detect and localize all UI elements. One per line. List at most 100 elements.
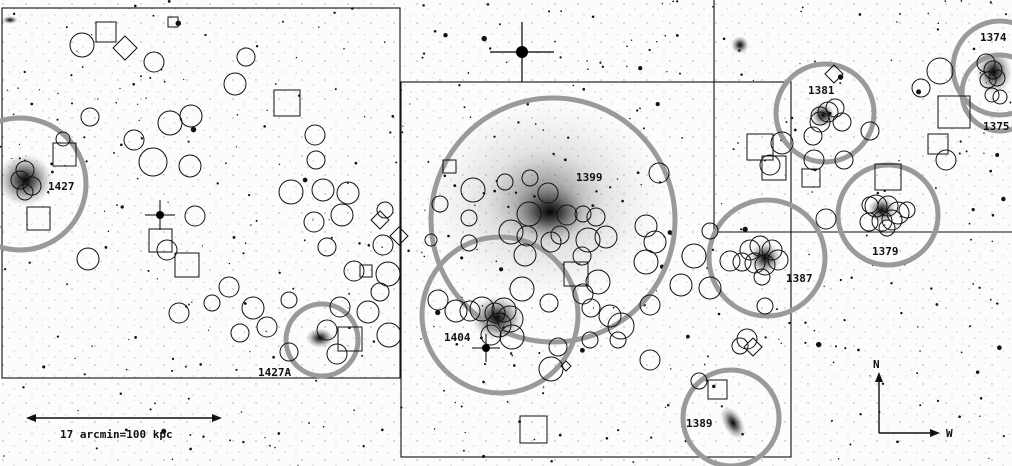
star (272, 355, 275, 359)
star (741, 432, 744, 436)
star (712, 384, 716, 389)
star (147, 269, 150, 272)
galaxy-diamond (112, 35, 138, 61)
compass-west-arrow (930, 429, 940, 437)
star (983, 38, 985, 40)
bright-star (145, 200, 175, 230)
star (740, 73, 743, 76)
star (481, 304, 484, 307)
star (834, 345, 838, 348)
group-circle-1399 (428, 95, 678, 345)
star (107, 230, 110, 233)
star (56, 335, 60, 338)
galaxy-circle (803, 126, 823, 146)
star (969, 325, 972, 328)
star (171, 458, 174, 461)
star (171, 357, 175, 361)
star (483, 362, 486, 365)
star (988, 457, 990, 460)
star (1009, 101, 1012, 104)
star (935, 303, 939, 306)
star (655, 102, 660, 107)
star (927, 12, 930, 15)
star (896, 440, 899, 444)
star (655, 290, 658, 292)
star (706, 355, 709, 358)
star (552, 152, 555, 156)
star (676, 34, 679, 37)
galaxy-circle (575, 227, 601, 253)
star (666, 403, 670, 407)
star (548, 10, 551, 13)
star (934, 187, 937, 190)
star (917, 326, 919, 328)
galaxy-diamond (370, 210, 390, 230)
galaxy-circle (690, 372, 708, 390)
star (266, 109, 268, 112)
galaxy-square (167, 16, 179, 28)
star (858, 13, 862, 16)
star (989, 169, 993, 173)
star (229, 439, 232, 442)
star (346, 182, 349, 185)
star (278, 271, 281, 274)
star (1001, 196, 1006, 202)
galaxy-circle (486, 312, 512, 338)
star (979, 72, 982, 74)
galaxy-diamonds (112, 35, 844, 372)
star (859, 412, 862, 416)
galaxy-circle (877, 195, 899, 217)
core-ngc1381 (811, 103, 835, 127)
star (292, 287, 295, 290)
star (711, 248, 715, 252)
galaxy-circle (548, 337, 568, 357)
galaxy-circle (731, 337, 749, 355)
galaxy-circle (770, 131, 794, 155)
star (900, 311, 903, 315)
star (717, 312, 721, 316)
star (183, 78, 185, 81)
star (808, 253, 810, 256)
galaxy-diamond (824, 64, 844, 84)
star (960, 0, 963, 2)
galaxy-circle (336, 181, 360, 205)
star (899, 12, 902, 15)
star (558, 433, 562, 437)
star (712, 5, 714, 8)
galaxy-corner (2, 16, 18, 24)
group-circles (0, 18, 1012, 466)
star (383, 41, 386, 43)
compass-north-label: N (873, 358, 880, 371)
star (275, 374, 278, 377)
galaxy-circle (539, 293, 559, 313)
star (664, 406, 667, 409)
label-1374: 1374 (980, 31, 1007, 44)
star (282, 20, 284, 23)
star (235, 146, 238, 148)
star (601, 65, 604, 68)
star (832, 361, 835, 364)
galaxy-circle (754, 254, 776, 276)
label-1381: 1381 (808, 84, 835, 97)
star (944, 0, 947, 2)
star (66, 283, 69, 286)
star (358, 242, 361, 245)
galaxy-circle (498, 219, 524, 245)
star (422, 4, 425, 7)
star (971, 207, 975, 212)
star (57, 92, 59, 95)
field-west (1, 7, 401, 379)
star (250, 224, 252, 226)
galaxy-circle (372, 234, 394, 256)
galaxy-circle (537, 182, 559, 204)
star (632, 461, 635, 463)
star (975, 370, 980, 374)
compass-north-arrow (875, 372, 883, 382)
star (145, 97, 147, 99)
galaxy-circle (278, 179, 304, 205)
star (738, 49, 741, 52)
star (605, 437, 609, 440)
star (664, 34, 667, 37)
